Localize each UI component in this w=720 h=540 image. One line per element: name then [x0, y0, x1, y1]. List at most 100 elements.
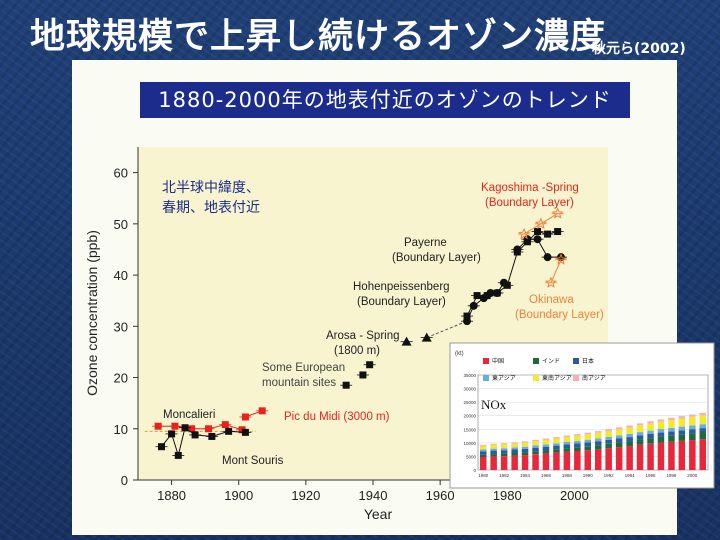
inset-bar-segment: [657, 419, 665, 422]
inset-bar-segment: [595, 449, 602, 470]
data-point-square: [544, 230, 552, 238]
inset-bar-segment: [563, 448, 571, 452]
inset-bar-segment: [689, 440, 696, 470]
inset-bar-segment: [553, 437, 560, 439]
data-point-square: [241, 428, 249, 436]
label-hohen-2: (Boundary Layer): [357, 296, 446, 308]
data-point-star: [518, 227, 531, 240]
data-point-star: [544, 276, 557, 288]
inset-legend-label: 南アジア: [582, 374, 606, 382]
data-point-square: [366, 361, 374, 369]
inset-y-tick-label: 25000: [463, 400, 476, 405]
inset-bar-segment: [542, 450, 550, 454]
inset-bar-segment: [647, 430, 654, 434]
inset-bar-segment: [605, 429, 612, 432]
inset-bar-segment: [668, 431, 675, 436]
inset-bar-segment: [615, 429, 623, 436]
inset-bar-segment: [480, 445, 487, 450]
inset-bar-segment: [563, 437, 571, 442]
inset-bar-segment: [689, 414, 696, 417]
data-point-square: [158, 443, 165, 451]
data-point-square: [241, 413, 249, 421]
data-point-square: [205, 425, 212, 433]
inset-bar-segment: [699, 412, 706, 416]
inset-bar-segment: [699, 432, 706, 440]
region-note-line2: 春期、地表付近: [162, 199, 260, 215]
inset-bar-segment: [699, 428, 706, 433]
inset-bar-segment: [500, 453, 508, 457]
inset-bar-segment: [574, 435, 581, 441]
inset-legend-swatch: [483, 375, 489, 381]
inset-x-tick-label: 1992: [604, 473, 615, 478]
inset-bar-segment: [699, 424, 706, 429]
inset-bar-segment: [553, 445, 560, 450]
label-okinawa-1: Okinawa: [529, 294, 574, 306]
inset-bar-segment: [490, 456, 497, 470]
data-point-square: [191, 431, 199, 439]
inset-x-tick-label: 1996: [645, 473, 656, 478]
inset-bar-segment: [605, 443, 612, 449]
inset-legend-label: 東アジア: [492, 374, 516, 382]
inset-bar-segment: [521, 446, 529, 449]
inset-bar-segment: [500, 456, 508, 470]
inset-bar-segment: [553, 452, 560, 470]
data-point-square: [493, 289, 501, 297]
inset-bar-segment: [511, 447, 518, 450]
y-axis-label: Ozone concentration (ppb): [84, 230, 100, 396]
inset-bar-segment: [542, 453, 550, 470]
inset-x-tick-label: 1980: [478, 473, 489, 478]
inset-legend-swatch: [573, 358, 579, 364]
inset-bar-segment: [668, 417, 675, 420]
inset-bar-segment: [678, 426, 686, 431]
inset-bar-segment: [689, 429, 696, 434]
inset-bar-segment: [500, 444, 508, 449]
y-tick-label: 30: [114, 319, 128, 334]
data-point-star: [534, 217, 547, 229]
data-point-square: [258, 407, 266, 415]
inset-bar-segment: [636, 435, 644, 440]
inset-bar-segment: [626, 427, 633, 434]
inset-bar-segment: [668, 435, 675, 442]
x-tick-label: 1900: [224, 488, 253, 503]
inset-bar-segment: [511, 449, 518, 453]
figure-title-banner: 1880-2000年の地表付近のオゾンのトレンド: [140, 82, 630, 118]
inset-legend-label: インド: [542, 359, 560, 365]
label-okinawa-2: (Boundary Layer): [515, 309, 604, 321]
inset-y-tick-label: 5000: [466, 454, 477, 459]
inset-bar-segment: [636, 425, 644, 433]
region-note-line1: 北半球中緯度、: [162, 179, 260, 195]
inset-bar-segment: [595, 432, 602, 439]
inset-bar-segment: [532, 441, 539, 446]
label-arosa-1: Arosa - Spring: [326, 330, 400, 342]
inset-x-tick-label: 1984: [520, 473, 531, 478]
inset-bar-segment: [490, 454, 497, 457]
inset-bar-segment: [542, 439, 550, 445]
inset-x-tick-label: 1990: [583, 473, 594, 478]
data-point-square: [174, 451, 182, 459]
inset-y-tick-label: 15000: [463, 427, 476, 432]
label-arosa-2: (1800 m): [334, 345, 380, 357]
data-point-triangle: [401, 336, 412, 346]
inset-bar-segment: [532, 451, 539, 455]
inset-bar-segment: [584, 450, 591, 470]
inset-legend-swatch: [573, 375, 579, 381]
inset-legend-swatch: [483, 358, 489, 364]
inset-bar-segment: [647, 443, 654, 470]
inset-bar-segment: [542, 446, 550, 451]
inset-bar-segment: [584, 442, 591, 447]
inset-legend-swatch: [533, 358, 539, 364]
data-point-square: [221, 421, 229, 429]
inset-x-tick-label: 1988: [562, 473, 573, 478]
inset-bar-segment: [657, 442, 665, 470]
inset-bar-segment: [647, 438, 654, 444]
inset-bar-segment: [521, 448, 529, 453]
inset-bar-segment: [574, 440, 581, 444]
inset-bar-segment: [626, 434, 633, 438]
y-tick-label: 10: [114, 422, 128, 437]
inset-bar-segment: [605, 448, 612, 470]
inset-bar-segment: [689, 433, 696, 441]
inset-title: NOx: [481, 397, 507, 412]
citation: 秋元ら(2002): [592, 41, 686, 57]
inset-bar-segment: [500, 450, 508, 454]
inset-bar-segment: [636, 432, 644, 436]
